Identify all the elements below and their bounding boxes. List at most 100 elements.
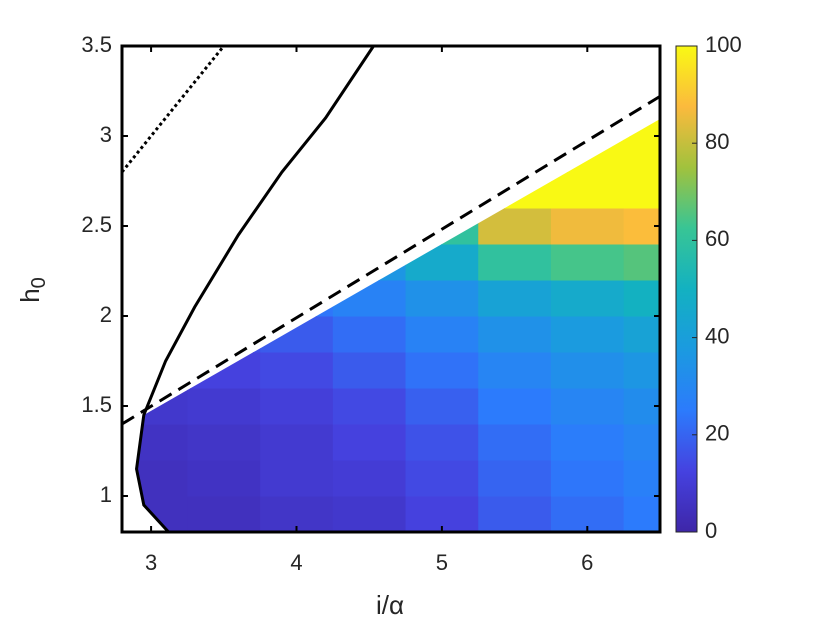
heat-cell <box>260 352 334 389</box>
heat-cell <box>332 280 407 317</box>
heat-cell <box>550 424 625 461</box>
colorbar <box>675 45 698 533</box>
x-tick-label: 3 <box>145 550 157 575</box>
colorbar-tick-label: 100 <box>705 32 742 57</box>
heat-cell <box>623 424 661 461</box>
heat-cell <box>136 460 188 497</box>
y-tick-label: 2 <box>100 302 112 327</box>
heat-cell <box>405 460 479 497</box>
heat-cell <box>405 352 479 389</box>
heat-cell <box>623 496 661 532</box>
heat-cell <box>332 119 407 137</box>
heat-cell <box>260 119 334 137</box>
heatmap <box>136 119 661 532</box>
heat-cell <box>187 352 261 389</box>
heat-cell <box>478 388 552 425</box>
curve-solid <box>135 45 375 534</box>
heat-cell <box>136 316 188 353</box>
heat-cell <box>260 388 334 425</box>
heat-cell <box>332 208 407 245</box>
colorbar-tick-label: 80 <box>705 129 729 154</box>
heat-cell <box>623 172 661 209</box>
y-tick-label: 1.5 <box>81 392 112 417</box>
heat-cell <box>260 460 334 497</box>
plot-frame <box>120 44 662 534</box>
heat-cell <box>136 244 188 281</box>
heat-cell <box>623 352 661 389</box>
heat-cell <box>260 280 334 317</box>
heat-cell <box>187 244 261 281</box>
heat-cell <box>478 136 552 173</box>
heat-cell <box>260 244 334 281</box>
heat-cell <box>187 460 261 497</box>
heat-cell <box>550 208 625 245</box>
heat-cell <box>332 388 407 425</box>
heat-cell <box>405 388 479 425</box>
x-axis-label: i/α <box>376 590 404 620</box>
heat-cell <box>332 460 407 497</box>
x-tick-label: 5 <box>436 550 448 575</box>
heat-cell <box>187 208 261 245</box>
y-tick-label: 3.5 <box>81 32 112 57</box>
heat-cell <box>187 119 261 137</box>
heat-cell <box>260 424 334 461</box>
heat-cell <box>187 424 261 461</box>
heat-cell <box>623 244 661 281</box>
heat-cell <box>550 388 625 425</box>
heat-cell <box>550 119 625 137</box>
plot-layer <box>120 44 662 534</box>
heat-cell <box>478 119 552 137</box>
heat-cell <box>332 424 407 461</box>
heat-cell <box>478 316 552 353</box>
heat-cell <box>550 280 625 317</box>
heat-cell <box>136 424 188 461</box>
heat-cell <box>260 316 334 353</box>
heat-cell <box>550 316 625 353</box>
heat-cell <box>405 316 479 353</box>
y-tick-label: 2.5 <box>81 212 112 237</box>
heat-cell <box>332 172 407 209</box>
heat-cell <box>478 280 552 317</box>
heat-cell <box>260 208 334 245</box>
heat-cell <box>550 244 625 281</box>
heat-cell <box>332 316 407 353</box>
heat-cell <box>623 388 661 425</box>
x-tick-label: 4 <box>290 550 302 575</box>
heat-cell <box>405 424 479 461</box>
heat-cell <box>478 208 552 245</box>
heat-cell <box>136 172 188 209</box>
x-tick-label: 6 <box>581 550 593 575</box>
heat-cell <box>332 496 407 532</box>
heat-cell <box>478 172 552 209</box>
y-axis-label: h0 <box>15 277 50 303</box>
heat-cell <box>623 460 661 497</box>
heat-cell <box>187 136 261 173</box>
heat-cell <box>478 352 552 389</box>
heat-cell <box>478 460 552 497</box>
y-label-base: h <box>15 288 45 302</box>
heat-cell <box>623 208 661 245</box>
heat-cell <box>332 136 407 173</box>
colorbar-tick-label: 0 <box>705 518 717 543</box>
heat-cell <box>550 136 625 173</box>
heat-cell <box>478 424 552 461</box>
heat-cell <box>187 388 261 425</box>
heat-cell <box>187 316 261 353</box>
colorbar-tick-label: 60 <box>705 226 729 251</box>
heat-cell <box>405 280 479 317</box>
heat-cell <box>623 136 661 173</box>
heat-cell <box>550 460 625 497</box>
heat-cell <box>187 172 261 209</box>
heat-cell <box>478 244 552 281</box>
heat-cell <box>405 172 479 209</box>
heat-cell <box>550 172 625 209</box>
heat-cell <box>136 280 188 317</box>
heat-cell <box>136 352 188 389</box>
heat-cell <box>405 136 479 173</box>
heat-cell <box>187 496 261 532</box>
y-label-sub: 0 <box>28 277 50 288</box>
y-tick-label: 1 <box>100 482 112 507</box>
colorbar-tick-label: 20 <box>705 421 729 446</box>
curve-dashed <box>121 95 661 426</box>
